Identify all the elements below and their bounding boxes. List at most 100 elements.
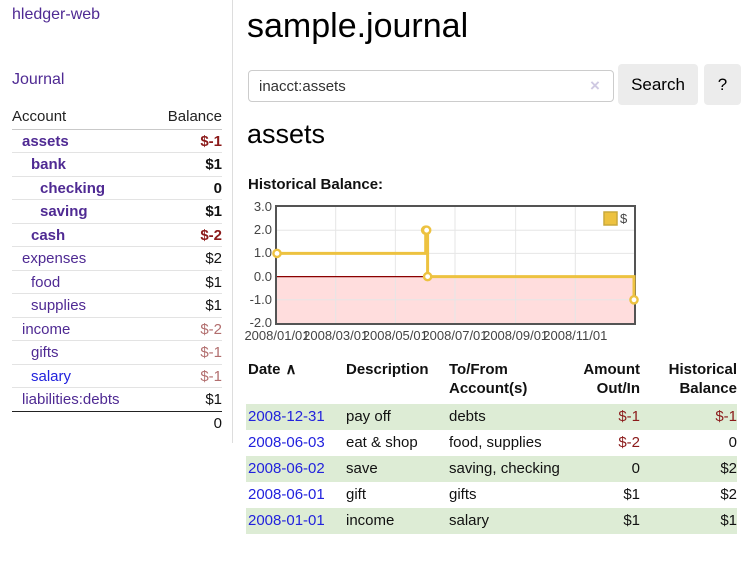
register-table: Date ∧ Description To/From Account(s) Amou…	[246, 358, 737, 534]
account-balance: $1	[205, 203, 222, 220]
transaction-accounts: salary	[449, 512, 490, 529]
transaction-accounts: debts	[449, 408, 486, 425]
sidebar-account-row: assets $-1	[12, 130, 222, 153]
x-axis-tick-label: 2008/09/01	[483, 328, 549, 343]
sidebar-account-row: salary $-1	[12, 365, 222, 388]
transaction-description: pay off	[346, 408, 391, 425]
sidebar-account-checking[interactable]: checking	[40, 179, 106, 197]
sidebar-account-bank[interactable]: bank	[31, 156, 67, 173]
sidebar-account-salary[interactable]: salary	[31, 367, 72, 385]
transaction-amount: $1	[623, 486, 640, 503]
register-header-row: Date ∧ Description To/From Account(s) Amou…	[246, 358, 737, 404]
sidebar-account-row: food $1	[12, 271, 222, 294]
register-row: 2008-01-01 income salary $1 $1	[246, 508, 737, 534]
transaction-description: eat & shop	[346, 434, 418, 451]
balance-column-header-register: Historical Balance	[668, 361, 737, 397]
transaction-amount: $-1	[618, 408, 640, 425]
data-point-marker	[422, 271, 433, 282]
sidebar-account-row: bank $1	[12, 153, 222, 177]
sidebar-account-row: liabilities:debts $1	[12, 388, 222, 412]
x-axis-tick-label: 2008/01/01	[244, 328, 310, 343]
transaction-date-link[interactable]: 2008-06-02	[248, 460, 325, 477]
sidebar-account-row: checking 0	[12, 177, 222, 200]
account-balance: $-2	[200, 226, 222, 244]
sidebar-account-gifts[interactable]: gifts	[31, 344, 59, 361]
transaction-date-cell: 2008-12-31	[246, 404, 346, 430]
sidebar-item-journal[interactable]: Journal	[12, 71, 65, 88]
x-axis-tick-label: 2008/11/01	[543, 328, 608, 343]
transaction-accounts: food, supplies	[449, 434, 542, 451]
sidebar-divider	[232, 0, 233, 443]
chart-title: Historical Balance:	[248, 176, 384, 193]
transaction-description: save	[346, 460, 378, 477]
y-axis-tick-label: 0.0	[253, 268, 272, 284]
account-balance: $1	[205, 391, 222, 408]
transaction-balance: $-1	[715, 408, 737, 425]
x-axis-tick-label: 2008/05/01	[362, 328, 428, 343]
account-heading: assets	[247, 119, 326, 149]
x-axis-tick-label: 2008/03/01	[303, 328, 369, 343]
transaction-date-link[interactable]: 2008-06-01	[248, 486, 325, 503]
transaction-balance: $1	[720, 512, 737, 529]
transaction-date-cell: 2008-06-03	[246, 430, 346, 456]
transaction-description: income	[346, 512, 395, 529]
register-row: 2008-06-03 eat & shop food, supplies $-2…	[246, 430, 737, 456]
sidebar-account-saving[interactable]: saving	[40, 203, 88, 220]
transaction-balance: $2	[720, 486, 737, 503]
transaction-balance: 0	[728, 434, 737, 451]
sidebar-account-expenses[interactable]: expenses	[22, 250, 87, 267]
transaction-date-link[interactable]: 2008-01-01	[248, 512, 325, 529]
brand-link[interactable]: hledger-web	[12, 6, 101, 23]
transaction-date-link[interactable]: 2008-06-03	[248, 434, 325, 451]
account-balance: $-2	[200, 320, 222, 338]
sidebar-account-row: gifts $-1	[12, 341, 222, 365]
sidebar-account-cash[interactable]: cash	[31, 226, 66, 244]
account-balance: $1	[205, 156, 222, 173]
transaction-balance: $2	[720, 460, 737, 477]
sidebar-account-assets[interactable]: assets	[22, 132, 69, 150]
clear-search-icon[interactable]: ×	[590, 76, 600, 95]
legend-swatch	[603, 211, 618, 226]
account-balance: $1	[205, 273, 222, 291]
register-row: 2008-06-02 save saving, checking 0 $2	[246, 456, 737, 482]
date-column-header[interactable]: Date ∧	[248, 361, 297, 378]
sidebar-account-income[interactable]: income	[22, 320, 71, 338]
sidebar-account-supplies[interactable]: supplies	[31, 297, 87, 314]
legend-label: $	[620, 211, 628, 226]
account-column-header: Account	[12, 108, 67, 125]
transaction-amount: 0	[631, 460, 640, 477]
sidebar-account-food[interactable]: food	[31, 273, 61, 291]
accounts-total-row: 0	[12, 412, 222, 436]
account-balance: $1	[205, 297, 222, 314]
help-button[interactable]: ?	[704, 64, 741, 105]
balance-chart[interactable]: $	[272, 205, 639, 325]
search-button[interactable]: Search	[618, 64, 698, 105]
transaction-accounts: saving, checking	[449, 460, 560, 477]
y-axis-tick-label: -2.0	[249, 315, 272, 330]
account-balance: $-1	[200, 367, 222, 385]
transaction-amount: $-2	[618, 434, 640, 451]
sidebar-account-row: supplies $1	[12, 294, 222, 318]
transaction-date-link[interactable]: 2008-12-31	[248, 408, 325, 425]
account-balance: $-1	[200, 132, 222, 150]
sidebar-account-row: saving $1	[12, 200, 222, 224]
sidebar-account-row: cash $-2	[12, 224, 222, 247]
y-axis-tick-label: 2.0	[253, 222, 272, 238]
total-balance: 0	[213, 414, 222, 432]
balance-column-header: Balance	[167, 108, 222, 125]
search-input[interactable]	[248, 70, 614, 102]
account-balance: $2	[205, 250, 222, 267]
transaction-date-cell: 2008-01-01	[246, 508, 346, 534]
sidebar-account-row: expenses $2	[12, 247, 222, 271]
y-axis-tick-label: 1.0	[253, 245, 272, 261]
data-point-marker	[629, 295, 639, 305]
transaction-description: gift	[346, 486, 367, 503]
register-row: 2008-06-01 gift gifts $1 $2	[246, 482, 737, 508]
transaction-accounts: gifts	[449, 486, 477, 503]
sidebar-account-row: income $-2	[12, 318, 222, 341]
data-point-marker	[272, 248, 282, 259]
sidebar-account-liabilities-debts[interactable]: liabilities:debts	[22, 391, 120, 408]
account-balance: 0	[213, 179, 222, 197]
accounts-column-header: To/From Account(s)	[449, 361, 528, 397]
